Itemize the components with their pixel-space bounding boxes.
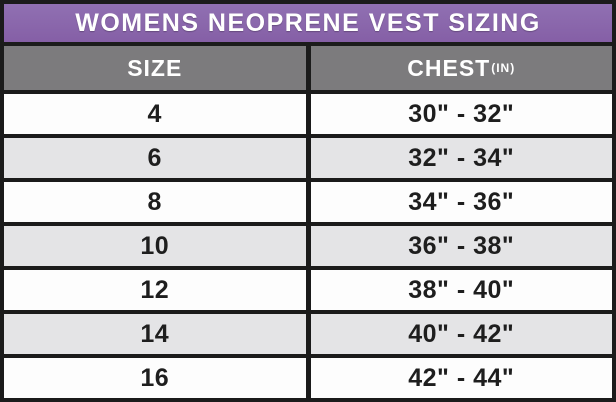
size-cell: 4 bbox=[4, 94, 311, 134]
table-row: 10 36" - 38" bbox=[4, 222, 612, 266]
chest-cell: 40" - 42" bbox=[408, 319, 515, 348]
chest-cell: 38" - 40" bbox=[408, 275, 515, 304]
size-cell: 12 bbox=[4, 270, 311, 310]
size-cell: 16 bbox=[4, 358, 311, 398]
table-row: 8 34" - 36" bbox=[4, 178, 612, 222]
chest-cell: 36" - 38" bbox=[408, 231, 515, 260]
table-row: 4 30" - 32" bbox=[4, 94, 612, 134]
chest-cell: 30" - 32" bbox=[408, 99, 515, 128]
table-row: 12 38" - 40" bbox=[4, 266, 612, 310]
chest-cell: 34" - 36" bbox=[408, 187, 515, 216]
table-title-band: WOMENS NEOPRENE VEST SIZING bbox=[4, 4, 612, 46]
table-row: 6 32" - 34" bbox=[4, 134, 612, 178]
column-header-row: SIZE CHEST (IN) bbox=[4, 46, 612, 94]
chest-cell: 32" - 34" bbox=[408, 143, 515, 172]
size-cell: 8 bbox=[4, 182, 311, 222]
chest-column-label: CHEST bbox=[407, 54, 491, 81]
table-body: 4 30" - 32" 6 32" - 34" 8 34" - 36" 10 3… bbox=[4, 94, 612, 398]
size-cell: 10 bbox=[4, 226, 311, 266]
chest-column-header: CHEST (IN) bbox=[311, 46, 613, 90]
table-row: 14 40" - 42" bbox=[4, 310, 612, 354]
chest-unit-superscript: (IN) bbox=[491, 61, 516, 75]
size-cell: 6 bbox=[4, 138, 311, 178]
size-cell: 14 bbox=[4, 314, 311, 354]
size-column-header: SIZE bbox=[4, 46, 311, 90]
table-row: 16 42" - 44" bbox=[4, 354, 612, 398]
chest-cell: 42" - 44" bbox=[408, 363, 515, 392]
size-column-label: SIZE bbox=[127, 54, 183, 81]
table-title: WOMENS NEOPRENE VEST SIZING bbox=[75, 8, 541, 37]
